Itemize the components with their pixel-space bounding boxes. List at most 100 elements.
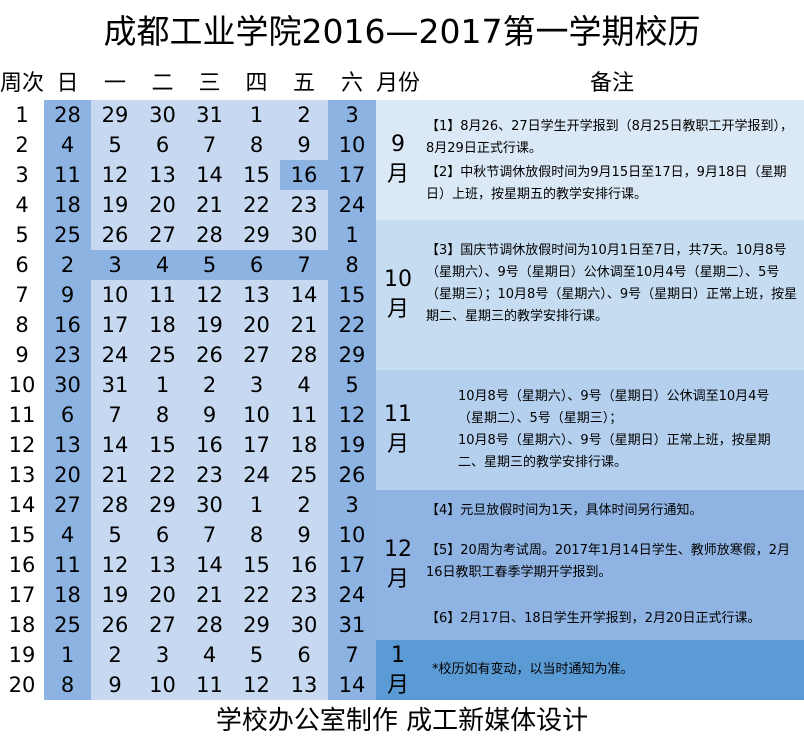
date-cell: 18 (139, 310, 186, 340)
week-number: 2 (0, 130, 44, 160)
date-cell: 12 (233, 670, 280, 700)
date-cell: 16 (44, 310, 91, 340)
date-cell: 28 (186, 220, 233, 250)
month-label: 1 月 (386, 643, 409, 698)
section-december: 【4】元旦放假时间为1天，具体时间另行通知。 【5】20周为考试周。2017年1… (376, 490, 804, 640)
date-cell: 3 (328, 490, 376, 520)
date-cell: 8 (233, 520, 280, 550)
week-number: 5 (0, 220, 44, 250)
date-cell: 15 (233, 160, 280, 190)
date-cell: 29 (233, 220, 280, 250)
week-number: 16 (0, 550, 44, 580)
date-cell: 19 (186, 310, 233, 340)
date-cell: 24 (233, 460, 280, 490)
date-cell: 30 (186, 490, 233, 520)
date-cell: 25 (44, 610, 91, 640)
header-day-sun: 日 (56, 71, 79, 96)
date-cell: 18 (44, 580, 91, 610)
week-number: 1 (0, 100, 44, 130)
week-number: 17 (0, 580, 44, 610)
week-number: 4 (0, 190, 44, 220)
date-cell: 11 (139, 280, 186, 310)
date-cell: 13 (139, 550, 186, 580)
month-november: 11 月 (376, 400, 420, 460)
date-cell: 9 (44, 280, 91, 310)
date-cell: 30 (280, 610, 328, 640)
date-cell: 28 (91, 490, 139, 520)
header-week: 周次 (0, 71, 45, 96)
date-cell: 8 (139, 400, 186, 430)
date-cell: 11 (186, 670, 233, 700)
note-6: 【6】2月17日、18日学生开学报到，2月20日正式行课。 (426, 611, 761, 626)
date-cell: 30 (44, 370, 91, 400)
date-cell: 9 (280, 520, 328, 550)
date-cell: 17 (91, 310, 139, 340)
week-number: 8 (0, 310, 44, 340)
date-cell: 5 (186, 250, 233, 280)
month-september: 9 月 (376, 130, 420, 190)
date-cell: 25 (280, 460, 328, 490)
date-cell: 14 (280, 280, 328, 310)
date-cell: 22 (233, 190, 280, 220)
date-cell: 11 (280, 400, 328, 430)
week-number: 15 (0, 520, 44, 550)
week-number: 10 (0, 370, 44, 400)
week-number: 13 (0, 460, 44, 490)
date-cell: 8 (233, 130, 280, 160)
date-cell: 20 (233, 310, 280, 340)
date-cell: 8 (44, 670, 91, 700)
header-day-mon: 一 (103, 71, 126, 96)
month-label: 9 月 (386, 132, 409, 187)
date-cell: 6 (280, 640, 328, 670)
date-cell: 7 (328, 640, 376, 670)
date-cell: 18 (280, 430, 328, 460)
date-cell: 6 (233, 250, 280, 280)
date-cell: 1 (233, 100, 280, 130)
date-cell: 22 (139, 460, 186, 490)
date-cell: 6 (139, 520, 186, 550)
date-cell: 22 (233, 580, 280, 610)
note-5: 【5】20周为考试周。2017年1月14日学生、教师放寒假，2月16日教职工春季… (426, 543, 790, 580)
date-cell: 25 (139, 340, 186, 370)
date-cell: 2 (186, 370, 233, 400)
date-cell: 24 (328, 580, 376, 610)
date-cell: 11 (44, 550, 91, 580)
date-cell: 26 (91, 610, 139, 640)
date-cell: 3 (139, 640, 186, 670)
date-cell: 1 (139, 370, 186, 400)
header-day-wed: 三 (198, 71, 221, 96)
date-cell: 21 (186, 190, 233, 220)
section-october: 【3】国庆节调休放假时间为10月1日至7日，共7天。10月8号（星期六）、9号（… (376, 220, 804, 370)
date-cell: 26 (186, 340, 233, 370)
date-cell: 14 (328, 670, 376, 700)
week-number: 3 (0, 160, 44, 190)
week-number: 11 (0, 400, 44, 430)
date-cell: 4 (44, 520, 91, 550)
date-cell: 17 (328, 550, 376, 580)
month-label: 11 月 (384, 402, 412, 457)
section-january: *校历如有变动，以当时通知为准。 (376, 640, 804, 700)
week-number: 19 (0, 640, 44, 670)
date-cell: 19 (91, 190, 139, 220)
date-cell: 17 (233, 430, 280, 460)
week-number: 20 (0, 670, 44, 700)
date-cell: 22 (328, 310, 376, 340)
week-number: 6 (0, 250, 44, 280)
date-cell: 21 (280, 310, 328, 340)
date-cell: 12 (328, 400, 376, 430)
month-label: 10 月 (384, 267, 412, 322)
date-cell: 29 (91, 100, 139, 130)
date-cell: 7 (186, 520, 233, 550)
note-1: 【1】8月26、27日学生开学报到（8月25日教职工开学报到），8月29日正式行… (426, 119, 793, 156)
section-september: 【1】8月26、27日学生开学报到（8月25日教职工开学报到），8月29日正式行… (376, 100, 804, 220)
date-cell: 21 (186, 580, 233, 610)
date-cell: 2 (44, 250, 91, 280)
header-month: 月份 (376, 71, 421, 96)
date-cell: 29 (233, 610, 280, 640)
week-number: 14 (0, 490, 44, 520)
date-cell: 14 (91, 430, 139, 460)
date-cell: 27 (44, 490, 91, 520)
date-cell: 23 (44, 340, 91, 370)
date-cell: 28 (44, 100, 91, 130)
date-cell: 24 (328, 190, 376, 220)
